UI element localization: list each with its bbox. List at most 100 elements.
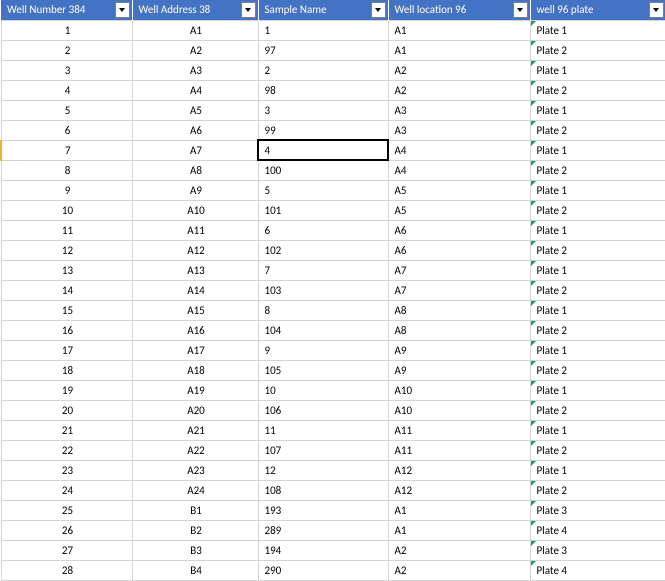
cell[interactable]: Plate 2 xyxy=(530,160,665,180)
cell[interactable]: A19 xyxy=(132,380,258,400)
cell[interactable]: 193 xyxy=(258,500,388,520)
cell[interactable]: A11 xyxy=(388,420,530,440)
cell[interactable]: 6 xyxy=(258,220,388,240)
cell[interactable]: Plate 2 xyxy=(530,360,665,380)
cell[interactable]: 17 xyxy=(1,340,132,360)
cell[interactable]: A24 xyxy=(132,480,258,500)
cell[interactable]: A1 xyxy=(388,500,530,520)
cell[interactable]: 6 xyxy=(1,120,132,140)
cell[interactable]: A5 xyxy=(388,200,530,220)
cell[interactable]: Plate 1 xyxy=(530,420,665,440)
cell[interactable]: 12 xyxy=(1,240,132,260)
cell[interactable]: Plate 2 xyxy=(530,200,665,220)
cell[interactable]: A12 xyxy=(132,240,258,260)
cell[interactable]: 4 xyxy=(258,140,388,160)
cell[interactable]: A9 xyxy=(132,180,258,200)
cell[interactable]: Plate 1 xyxy=(530,300,665,320)
cell[interactable]: B1 xyxy=(132,500,258,520)
cell[interactable]: A7 xyxy=(132,140,258,160)
cell[interactable]: 99 xyxy=(258,120,388,140)
cell[interactable]: A1 xyxy=(388,20,530,40)
cell[interactable]: 107 xyxy=(258,440,388,460)
cell[interactable]: A8 xyxy=(388,320,530,340)
cell[interactable]: Plate 2 xyxy=(530,400,665,420)
cell[interactable]: Plate 4 xyxy=(530,520,665,540)
cell[interactable]: 28 xyxy=(1,560,132,580)
cell[interactable]: A9 xyxy=(388,340,530,360)
cell[interactable]: 194 xyxy=(258,540,388,560)
cell[interactable]: 9 xyxy=(1,180,132,200)
filter-dropdown-icon[interactable] xyxy=(513,2,528,18)
cell[interactable]: 25 xyxy=(1,500,132,520)
cell[interactable]: 102 xyxy=(258,240,388,260)
cell[interactable]: Plate 1 xyxy=(530,260,665,280)
cell[interactable]: A4 xyxy=(132,80,258,100)
cell[interactable]: A12 xyxy=(388,460,530,480)
cell[interactable]: 3 xyxy=(258,100,388,120)
cell[interactable]: 3 xyxy=(1,60,132,80)
cell[interactable]: 12 xyxy=(258,460,388,480)
cell[interactable]: 101 xyxy=(258,200,388,220)
cell[interactable]: 27 xyxy=(1,540,132,560)
cell[interactable]: 5 xyxy=(1,100,132,120)
cell[interactable]: A15 xyxy=(132,300,258,320)
cell[interactable]: 15 xyxy=(1,300,132,320)
cell[interactable]: 5 xyxy=(258,180,388,200)
cell[interactable]: A3 xyxy=(132,60,258,80)
cell[interactable]: A6 xyxy=(132,120,258,140)
column-header[interactable]: Well location 96 xyxy=(388,0,530,20)
cell[interactable]: A1 xyxy=(388,520,530,540)
cell[interactable]: 8 xyxy=(258,300,388,320)
cell[interactable]: 24 xyxy=(1,480,132,500)
cell[interactable]: A8 xyxy=(388,300,530,320)
cell[interactable]: Plate 2 xyxy=(530,240,665,260)
cell[interactable]: 26 xyxy=(1,520,132,540)
filter-dropdown-icon[interactable] xyxy=(371,2,386,18)
cell[interactable]: Plate 1 xyxy=(530,100,665,120)
cell[interactable]: 100 xyxy=(258,160,388,180)
cell[interactable]: A2 xyxy=(132,40,258,60)
cell[interactable]: Plate 1 xyxy=(530,140,665,160)
cell[interactable]: A10 xyxy=(388,400,530,420)
column-header[interactable]: well 96 plate xyxy=(530,0,665,20)
cell[interactable]: B4 xyxy=(132,560,258,580)
cell[interactable]: 16 xyxy=(1,320,132,340)
cell[interactable]: A8 xyxy=(132,160,258,180)
cell[interactable]: Plate 1 xyxy=(530,60,665,80)
cell[interactable]: 20 xyxy=(1,400,132,420)
cell[interactable]: A5 xyxy=(132,100,258,120)
cell[interactable]: 290 xyxy=(258,560,388,580)
cell[interactable]: A10 xyxy=(132,200,258,220)
cell[interactable]: Plate 2 xyxy=(530,120,665,140)
cell[interactable]: 105 xyxy=(258,360,388,380)
cell[interactable]: 1 xyxy=(1,20,132,40)
cell[interactable]: 19 xyxy=(1,380,132,400)
cell[interactable]: A2 xyxy=(388,540,530,560)
cell[interactable]: 7 xyxy=(258,260,388,280)
cell[interactable]: A16 xyxy=(132,320,258,340)
cell[interactable]: A5 xyxy=(388,180,530,200)
cell[interactable]: A23 xyxy=(132,460,258,480)
cell[interactable]: 289 xyxy=(258,520,388,540)
cell[interactable]: A18 xyxy=(132,360,258,380)
cell[interactable]: 1 xyxy=(258,20,388,40)
cell[interactable]: A13 xyxy=(132,260,258,280)
cell[interactable]: 97 xyxy=(258,40,388,60)
cell[interactable]: 106 xyxy=(258,400,388,420)
cell[interactable]: 18 xyxy=(1,360,132,380)
cell[interactable]: Plate 2 xyxy=(530,280,665,300)
cell[interactable]: A1 xyxy=(132,20,258,40)
cell[interactable]: A3 xyxy=(388,120,530,140)
cell[interactable]: A2 xyxy=(388,80,530,100)
cell[interactable]: 103 xyxy=(258,280,388,300)
cell[interactable]: 9 xyxy=(258,340,388,360)
cell[interactable]: B2 xyxy=(132,520,258,540)
cell[interactable]: 14 xyxy=(1,280,132,300)
cell[interactable]: 11 xyxy=(1,220,132,240)
cell[interactable]: 10 xyxy=(1,200,132,220)
cell[interactable]: A4 xyxy=(388,160,530,180)
cell[interactable]: Plate 1 xyxy=(530,220,665,240)
cell[interactable]: A9 xyxy=(388,360,530,380)
cell[interactable]: 2 xyxy=(258,60,388,80)
cell[interactable]: 21 xyxy=(1,420,132,440)
